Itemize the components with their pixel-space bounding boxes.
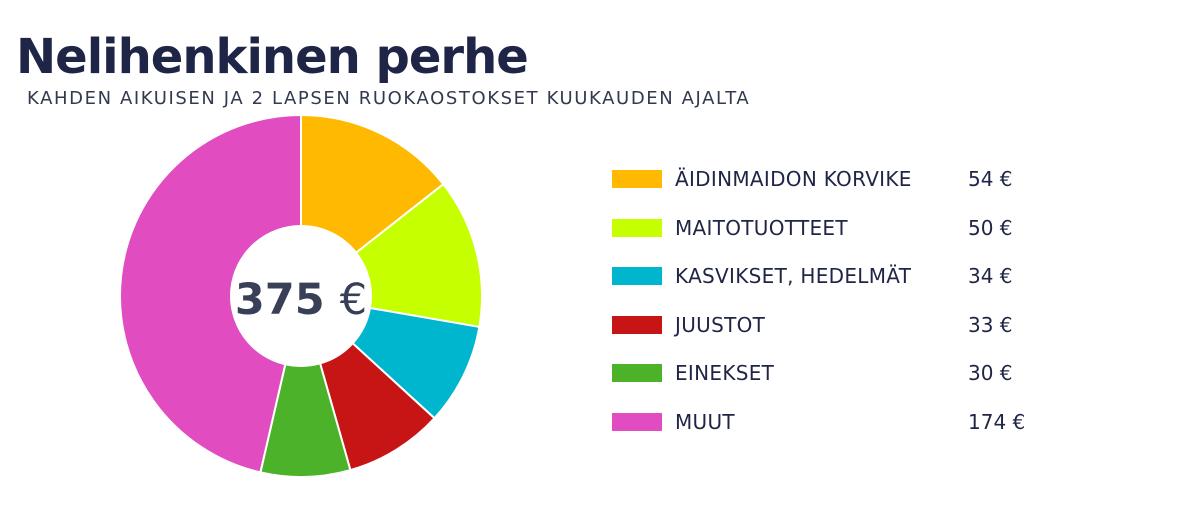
legend-label: MAITOTUOTTEET xyxy=(675,215,848,240)
legend-item: ÄIDINMAIDON KORVIKE 54 € xyxy=(612,164,1072,213)
donut-slice-5 xyxy=(119,113,302,474)
legend-item: EINEKSET 30 € xyxy=(612,358,1072,407)
legend-value: 30 € xyxy=(968,361,1013,386)
legend: ÄIDINMAIDON KORVIKE 54 € MAITOTUOTTEET 50 €… xyxy=(612,164,1072,456)
legend-value: 54 € xyxy=(968,167,1013,191)
donut-slices xyxy=(119,113,483,478)
legend-swatch xyxy=(612,267,662,286)
legend-value: 34 € xyxy=(968,264,1013,289)
legend-label: EINEKSET xyxy=(675,361,775,386)
legend-swatch xyxy=(612,364,662,383)
chart-subtitle: KAHDEN AIKUISEN JA 2 LAPSEN RUOKAOSTOKSE… xyxy=(27,88,751,109)
legend-label: JUUSTOT xyxy=(675,312,766,337)
center-total-label: 375 € xyxy=(235,275,367,325)
legend-swatch xyxy=(612,315,662,334)
legend-item: KASVIKSET, HEDELMÄT 34 € xyxy=(612,261,1072,310)
donut-slice-1 xyxy=(354,182,483,329)
legend-swatch xyxy=(612,218,662,237)
legend-label: ÄIDINMAIDON KORVIKE xyxy=(675,167,912,191)
legend-item: JUUSTOT 33 € xyxy=(612,310,1072,359)
donut-slice-0 xyxy=(300,113,445,255)
legend-value: 33 € xyxy=(968,312,1013,337)
legend-item: MAITOTUOTTEET 50 € xyxy=(612,213,1072,262)
legend-value: 174 € xyxy=(968,409,1026,434)
legend-value: 50 € xyxy=(968,215,1013,240)
legend-swatch xyxy=(612,412,662,431)
legend-label: MUUT xyxy=(675,409,735,434)
legend-label: KASVIKSET, HEDELMÄT xyxy=(675,264,912,289)
chart-title: Nelihenkinen perhe xyxy=(16,29,529,85)
legend-swatch xyxy=(612,170,662,188)
legend-item: MUUT 174 € xyxy=(612,407,1072,456)
total-currency: € xyxy=(340,275,367,325)
total-number: 375 xyxy=(235,275,325,325)
